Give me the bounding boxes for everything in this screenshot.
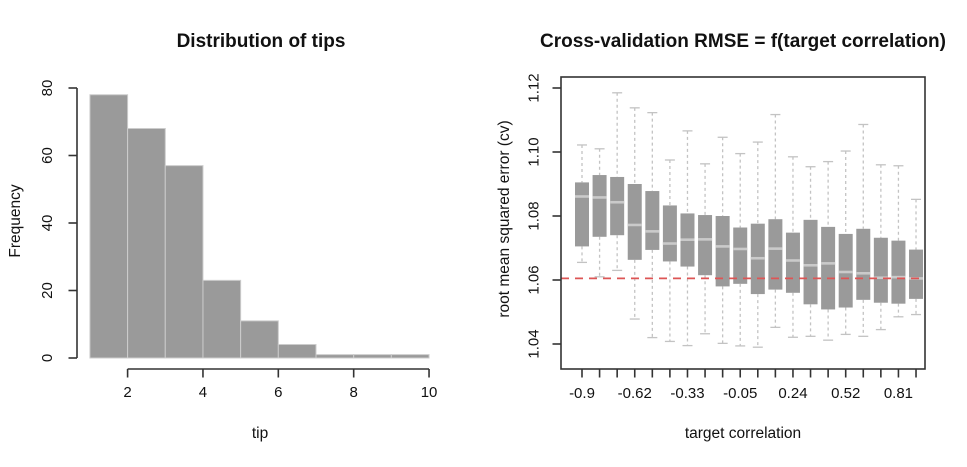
x-tick-label: 0.52 bbox=[831, 385, 860, 402]
x-tick-label: 6 bbox=[274, 384, 282, 401]
boxplot-box bbox=[627, 184, 642, 260]
left-x-axis-label: tip bbox=[251, 425, 269, 442]
y-tick-label: 1.12 bbox=[525, 73, 542, 102]
boxplot-box bbox=[645, 191, 660, 250]
x-tick-label: -0.9 bbox=[569, 385, 595, 402]
boxplot-box bbox=[610, 176, 625, 236]
boxplot-box bbox=[873, 237, 888, 303]
y-tick-label: 60 bbox=[39, 147, 56, 164]
x-tick-label: 8 bbox=[350, 384, 358, 401]
histogram-bar bbox=[315, 354, 355, 359]
histogram-bar bbox=[390, 354, 430, 359]
histogram-bar bbox=[89, 94, 129, 359]
y-tick-label: 20 bbox=[39, 282, 56, 299]
boxplot-box bbox=[592, 175, 607, 237]
boxplot-box bbox=[698, 215, 713, 276]
x-tick-label: 10 bbox=[421, 384, 438, 401]
plot-frame bbox=[560, 76, 926, 370]
y-tick-label: 1.10 bbox=[525, 137, 542, 166]
histogram-bar bbox=[353, 354, 392, 359]
boxplot-box bbox=[856, 228, 871, 300]
x-tick-label: 2 bbox=[123, 384, 131, 401]
y-tick-label: 1.04 bbox=[525, 329, 542, 358]
y-tick-label: 40 bbox=[39, 215, 56, 232]
right-chart-title: Cross-validation RMSE = f(target correla… bbox=[540, 31, 946, 52]
boxplot-box bbox=[785, 232, 800, 293]
x-tick-label: -0.05 bbox=[723, 385, 757, 402]
y-tick-label: 1.06 bbox=[525, 265, 542, 294]
y-tick-label: 80 bbox=[39, 80, 56, 97]
boxplot-box bbox=[575, 182, 589, 247]
boxplot-box bbox=[715, 216, 730, 287]
right-x-axis-label: target correlation bbox=[684, 425, 802, 442]
y-tick-label: 0 bbox=[39, 354, 56, 362]
boxplot-box bbox=[768, 219, 783, 290]
boxplot-box bbox=[909, 249, 924, 299]
boxplot-box bbox=[733, 227, 748, 284]
y-tick-label: 1.08 bbox=[525, 201, 542, 230]
boxplot-box bbox=[662, 205, 677, 262]
histogram-bar bbox=[202, 279, 242, 359]
boxplot-box bbox=[891, 240, 906, 304]
histogram-bar bbox=[164, 165, 204, 359]
x-tick-label: 0.81 bbox=[884, 385, 913, 402]
x-tick-label: 0.24 bbox=[778, 385, 807, 402]
boxplot-box bbox=[821, 226, 836, 310]
boxplot-box bbox=[803, 219, 818, 305]
histogram-bar bbox=[277, 344, 317, 359]
histogram-bar bbox=[127, 128, 166, 359]
histogram-bar bbox=[240, 320, 279, 359]
x-tick-label: -0.62 bbox=[618, 385, 652, 402]
x-tick-label: 4 bbox=[199, 384, 207, 401]
x-tick-label: -0.33 bbox=[670, 385, 704, 402]
left-chart-title: Distribution of tips bbox=[176, 31, 346, 52]
